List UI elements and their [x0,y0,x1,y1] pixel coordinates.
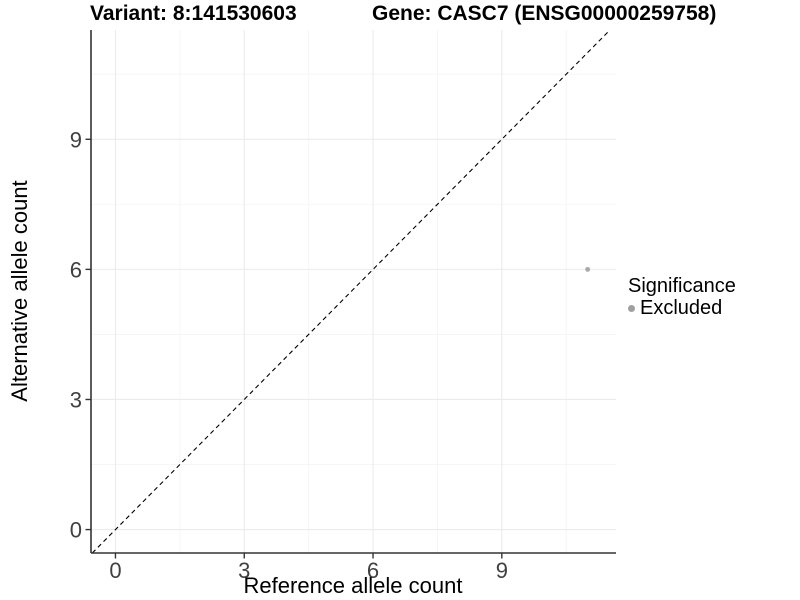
legend-title: Significance [628,275,736,297]
x-tick-label: 6 [367,558,379,583]
x-tick-label: 0 [109,558,121,583]
legend-item-label: Excluded [640,297,723,319]
legend-item-excluded: Excluded [628,298,736,318]
legend-key-dot [628,304,635,312]
identity-line [91,29,611,554]
legend: Significance Excluded [628,276,736,318]
y-tick-label: 3 [70,387,82,412]
x-tick-label: 9 [496,558,508,583]
x-axis-title: Reference allele count [243,573,463,598]
data-point [585,266,591,272]
x-tick-label: 3 [238,558,250,583]
y-tick-label: 6 [70,257,82,282]
plot-title-gene: Gene: CASC7 (ENSG00000259758) [372,2,717,25]
y-tick-label: 0 [70,518,82,543]
plot-title-variant: Variant: 8:141530603 [90,2,297,25]
y-tick-label: 9 [70,127,82,152]
y-axis-title: Alternative allele count [7,180,32,402]
